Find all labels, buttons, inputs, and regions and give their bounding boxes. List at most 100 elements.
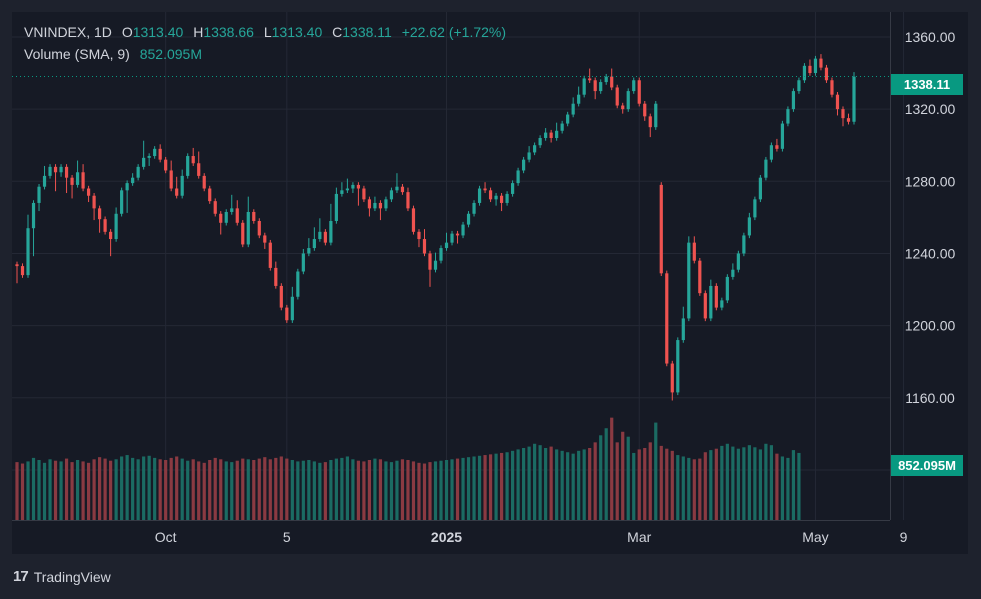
candle-body	[510, 183, 515, 194]
candle-body	[257, 220, 261, 236]
y-tick-label: 1240.00	[905, 245, 956, 261]
candle-body	[577, 94, 581, 104]
symbol-name[interactable]: VNINDEX	[24, 24, 87, 40]
volume-bar	[643, 448, 647, 520]
candle-body	[142, 157, 146, 167]
volume-bar	[687, 457, 691, 520]
candle-body	[224, 211, 228, 223]
volume-bar	[775, 453, 779, 520]
x-tick-label: Mar	[627, 529, 651, 545]
candle-body	[378, 202, 383, 209]
volume-bar	[97, 457, 102, 520]
chart-panel[interactable]: 1360.00 1320.00 1280.00 1240.00 1200.00 1160.…	[12, 12, 968, 554]
volume-bar	[753, 447, 757, 520]
volume-bar	[197, 461, 201, 520]
change-value: +22.62 (+1.72%)	[401, 24, 507, 40]
candle-body	[648, 116, 652, 128]
volume-bar	[626, 436, 630, 520]
candle-body	[153, 148, 157, 157]
volume-bar	[400, 459, 405, 520]
x-tick-label: May	[802, 529, 828, 545]
candle-body	[252, 211, 256, 221]
high-label: H	[193, 24, 204, 40]
candle-body	[769, 145, 774, 160]
candle-body	[219, 213, 223, 223]
volume-bar	[175, 456, 179, 520]
candle-body	[241, 222, 245, 245]
volume-bar	[213, 457, 217, 520]
volume-bar	[615, 442, 619, 520]
volume-bar	[604, 428, 608, 520]
volume-bar	[180, 458, 184, 520]
candle-body	[235, 208, 239, 223]
candle-body	[692, 242, 696, 261]
volume-bar	[406, 460, 410, 520]
volume-bar	[53, 460, 58, 520]
volume-bar	[466, 457, 471, 520]
candle-body	[533, 145, 537, 153]
volume-bar	[351, 459, 355, 520]
candle-body	[417, 231, 421, 240]
candle-body	[665, 273, 669, 364]
volume-bar	[20, 463, 25, 520]
candle-body	[158, 148, 162, 160]
volume-bar	[488, 454, 493, 520]
volume-bar	[637, 449, 641, 520]
volume-bar	[725, 443, 729, 520]
volume-bar	[81, 461, 85, 520]
volume-bar	[395, 460, 399, 520]
candle-body	[681, 318, 685, 341]
candle-body	[323, 231, 327, 243]
candle-body	[26, 228, 30, 276]
candle-body	[329, 220, 333, 243]
volume-bar	[323, 462, 327, 520]
tradingview-brand[interactable]: 17 TradingView	[13, 568, 111, 585]
candle-body	[830, 80, 834, 95]
volume-bar	[621, 431, 625, 520]
volume-bar	[389, 462, 394, 520]
volume-bar	[329, 460, 333, 520]
volume-bar	[786, 457, 790, 520]
volume-bar	[538, 445, 542, 520]
volume-bar	[648, 442, 652, 520]
candle-body	[786, 109, 790, 124]
volume-bar	[439, 460, 443, 520]
interval-label[interactable]: 1D	[94, 24, 112, 40]
candle-body	[703, 293, 707, 319]
candle-body	[246, 211, 250, 245]
candle-body	[599, 82, 603, 92]
volume-bar	[70, 462, 74, 520]
volume-bar	[42, 462, 47, 520]
candle-body	[824, 67, 829, 81]
candle-body	[604, 76, 608, 83]
candle-body	[191, 156, 195, 164]
x-tick-label: 5	[283, 529, 291, 545]
volume-bar	[527, 446, 531, 520]
candlestick-chart[interactable]: 1360.00 1320.00 1280.00 1240.00 1200.00 1160.…	[12, 12, 968, 554]
candle-body	[450, 233, 454, 243]
candle-body	[670, 363, 674, 393]
volume-bar	[274, 457, 278, 520]
candle-body	[466, 213, 471, 225]
candle-body	[307, 248, 311, 254]
candle-body	[384, 199, 388, 209]
candle-body	[626, 91, 630, 110]
volume-bar	[136, 459, 140, 520]
candle-body	[53, 166, 58, 173]
volume-bar	[125, 455, 129, 520]
candle-body	[841, 109, 845, 119]
candle-body	[846, 118, 851, 122]
candle-body	[86, 188, 91, 196]
volume-bar	[285, 458, 289, 520]
volume-label[interactable]: Volume (SMA, 9)	[24, 46, 130, 62]
candle-body	[522, 159, 526, 171]
open-value: 1313.40	[132, 24, 184, 40]
volume-bar	[566, 452, 570, 520]
volume-bar	[505, 452, 509, 520]
candle-body	[296, 271, 300, 297]
candle-body	[488, 190, 493, 200]
volume-bar	[494, 453, 498, 520]
volume-bar	[731, 446, 735, 520]
candle-body	[549, 132, 553, 138]
volume-bar	[296, 461, 300, 520]
